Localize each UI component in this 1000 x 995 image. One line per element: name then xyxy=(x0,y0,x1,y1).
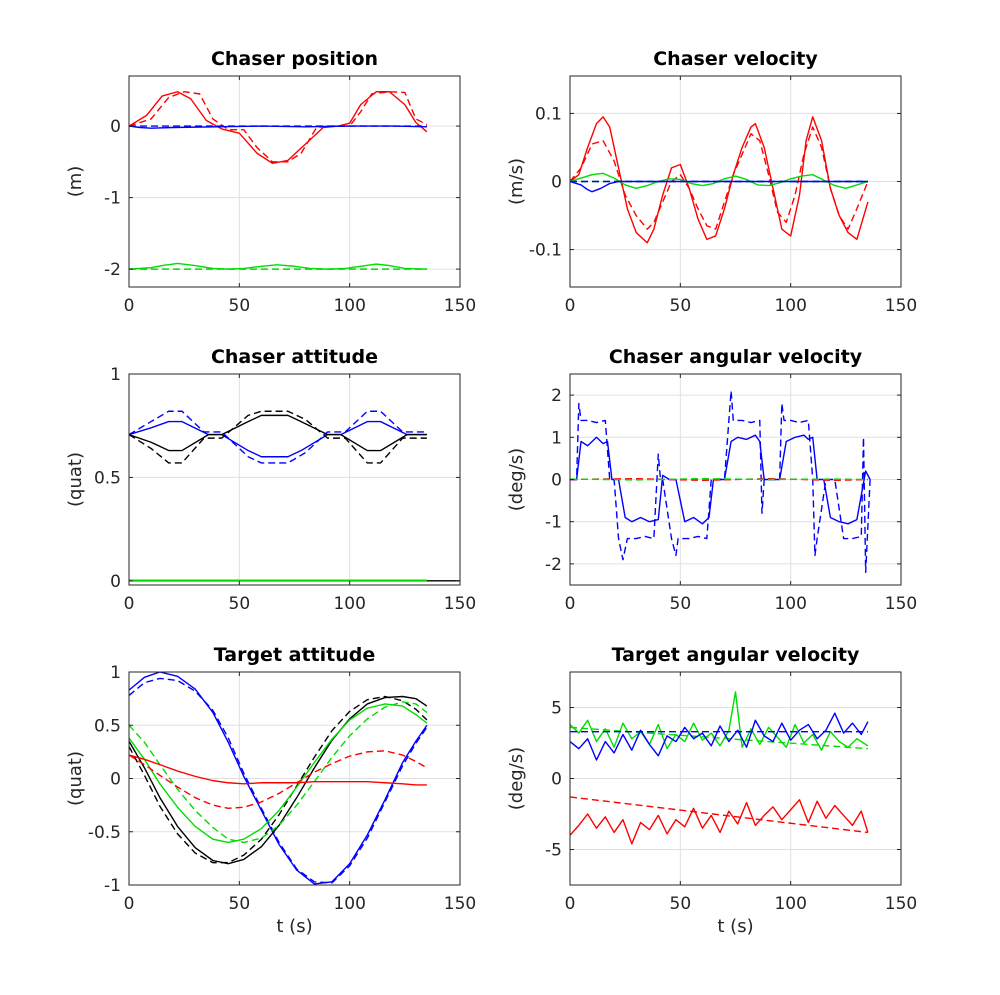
x-tick-label: 0 xyxy=(124,894,135,914)
plot-area xyxy=(129,374,460,585)
axes-box xyxy=(128,373,461,586)
chart-title: Chaser attitude xyxy=(211,346,378,368)
x-tick-label: 100 xyxy=(774,894,806,914)
y-tick-label: 0 xyxy=(110,117,121,137)
chart-panel-5: 0 50 100 150 -5 0 5 Target angular velocity (deg… xyxy=(506,644,917,937)
y-axis-label: (m) xyxy=(65,166,86,198)
series-group xyxy=(129,410,460,582)
x-tick-label: 150 xyxy=(444,594,476,614)
x-tick-label: 0 xyxy=(124,594,135,614)
plot-area xyxy=(129,76,460,287)
axes-box xyxy=(128,75,461,288)
series-line-blue-dashed xyxy=(129,677,428,884)
series-line-green-dashed xyxy=(129,701,428,844)
series-group xyxy=(570,390,871,574)
y-axis-label: (quat) xyxy=(65,751,86,806)
x-tick-label: 150 xyxy=(444,296,476,316)
series-group xyxy=(570,116,869,244)
x-tick-label: 150 xyxy=(444,894,476,914)
series-group xyxy=(570,691,869,845)
x-tick-label: 50 xyxy=(670,296,692,316)
y-axis-label: (quat) xyxy=(65,452,86,507)
chart-title: Chaser angular velocity xyxy=(609,346,863,368)
y-tick-label: -5 xyxy=(545,841,562,861)
y-tick-label: -1 xyxy=(104,189,121,209)
y-tick-label: 5 xyxy=(551,699,562,719)
series-line-green-dashed xyxy=(570,477,868,481)
x-tick-label: 50 xyxy=(229,296,251,316)
chart-title: Chaser position xyxy=(211,48,378,70)
series-line-black-solid xyxy=(129,414,427,452)
series-line-blue-dashed xyxy=(129,410,427,464)
chart-panel-0: 0 50 100 150 -2 -1 0 Chaser position (m) xyxy=(65,48,476,316)
y-tick-label: 1 xyxy=(110,365,121,385)
y-axis-label: (deg/s) xyxy=(506,747,527,810)
chart-panel-1: 0 50 100 150 -0.1 0 0.1 Chaser velocity (m/s) xyxy=(506,48,917,316)
x-tick-label: 0 xyxy=(565,296,576,316)
y-tick-label: 0 xyxy=(110,572,121,592)
y-tick-label: -2 xyxy=(545,555,562,575)
y-tick-label: 0.5 xyxy=(94,716,121,736)
x-tick-label: 150 xyxy=(885,894,917,914)
series-line-black-dashed xyxy=(129,410,427,464)
series-line-red-solid xyxy=(129,754,427,786)
series-line-red-dashed xyxy=(570,796,868,834)
series-line-blue-solid xyxy=(129,420,427,458)
series-group xyxy=(129,672,428,885)
series-line-red-solid xyxy=(570,799,869,845)
y-tick-label: -1 xyxy=(545,513,562,533)
x-tick-label: 50 xyxy=(229,594,251,614)
series-line-blue-solid xyxy=(129,672,428,885)
x-tick-label: 0 xyxy=(565,594,576,614)
y-tick-label: -1 xyxy=(104,876,121,896)
y-tick-label: 0.5 xyxy=(94,468,121,488)
chart-panel-3: 0 50 100 150 -2 -1 0 1 2 Chaser angular velocity (… xyxy=(506,346,917,614)
x-tick-label: 100 xyxy=(774,296,806,316)
chart-panel-4: 0 50 100 150 -1 -0.5 0 0.5 1 Target attitude (quat… xyxy=(65,644,476,937)
x-tick-label: 0 xyxy=(565,894,576,914)
y-tick-label: 0 xyxy=(551,770,562,790)
y-tick-label: 0 xyxy=(551,471,562,491)
series-line-green-solid xyxy=(129,703,428,844)
x-tick-label: 100 xyxy=(333,894,365,914)
y-tick-label: 1 xyxy=(110,663,121,683)
x-axis-label: t (s) xyxy=(717,916,753,937)
y-tick-label: -0.1 xyxy=(529,241,562,261)
y-tick-label: -0.5 xyxy=(88,823,121,843)
y-axis-label: (deg/s) xyxy=(506,448,527,511)
x-tick-label: 100 xyxy=(333,296,365,316)
series-line-blue-solid xyxy=(570,712,869,761)
x-tick-label: 50 xyxy=(229,894,251,914)
x-tick-label: 100 xyxy=(333,594,365,614)
series-line-blue-dashed xyxy=(570,390,871,574)
chart-title: Target attitude xyxy=(214,644,375,666)
x-tick-label: 0 xyxy=(124,296,135,316)
y-tick-label: 0 xyxy=(551,173,562,193)
x-tick-label: 50 xyxy=(670,594,692,614)
series-line-green-solid xyxy=(129,262,427,270)
chart-title: Chaser velocity xyxy=(653,48,818,70)
series-line-red-solid xyxy=(570,116,869,244)
series-line-red-dashed xyxy=(570,126,869,230)
x-axis-label: t (s) xyxy=(276,916,312,937)
y-tick-label: 2 xyxy=(551,386,562,406)
series-line-black-dashed xyxy=(129,695,428,864)
series-line-red-dashed xyxy=(129,91,428,163)
series-line-red-dashed xyxy=(129,750,428,810)
y-axis-label: (m/s) xyxy=(506,158,527,205)
x-tick-label: 150 xyxy=(885,594,917,614)
x-tick-label: 150 xyxy=(885,296,917,316)
x-tick-label: 100 xyxy=(774,594,806,614)
series-line-green-dashed xyxy=(570,726,868,750)
chart-title: Target angular velocity xyxy=(612,644,860,666)
x-tick-label: 50 xyxy=(670,894,692,914)
y-tick-label: 0 xyxy=(110,770,121,790)
y-tick-label: 1 xyxy=(551,428,562,448)
series-line-black-solid xyxy=(129,695,428,865)
chart-panel-2: 0 50 100 150 0 0.5 1 Chaser attitude (quat) xyxy=(65,346,476,614)
series-group xyxy=(129,91,428,270)
y-tick-label: 0.1 xyxy=(535,104,562,124)
y-tick-label: -2 xyxy=(104,260,121,280)
